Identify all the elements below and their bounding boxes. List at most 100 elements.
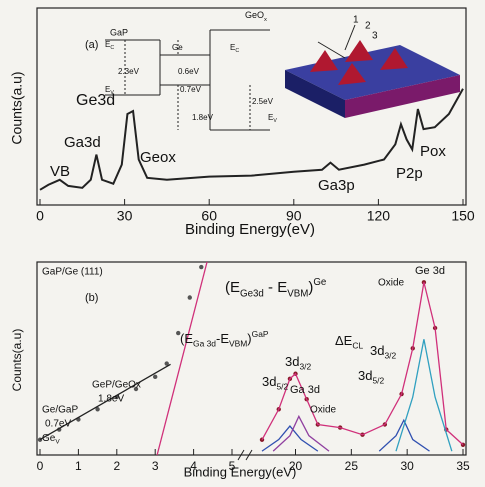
annotation-part: 5/2 — [372, 376, 384, 386]
data-point — [95, 407, 100, 412]
data-point — [133, 386, 139, 392]
annotation-part: -E — [216, 331, 229, 346]
annotation-part: C — [235, 48, 239, 54]
annotation-part: Ge — [313, 277, 326, 288]
x-tick-label: 0 — [36, 208, 44, 224]
line-series — [39, 88, 464, 191]
annotation-part: 3d — [358, 368, 372, 383]
annotation: Ge — [172, 43, 183, 52]
annotation: 1 — [353, 15, 359, 26]
annotation: GeV — [42, 433, 60, 446]
annotation: Ge/GaP — [42, 405, 78, 416]
x-tick-label: 0 — [37, 459, 44, 473]
annotation: Ga 3d — [290, 384, 320, 396]
x-tick-label: 20 — [289, 459, 303, 473]
annotation-part: - E — [264, 279, 287, 296]
y-axis-label: Counts(a.u) — [10, 329, 24, 392]
data-point — [153, 374, 158, 380]
annotation: 0.7eV — [45, 419, 71, 430]
data-point — [199, 264, 204, 270]
annotation: 3 — [372, 31, 378, 42]
annotation-part: E — [105, 85, 110, 94]
annotation-part: V — [110, 90, 114, 96]
annotation-part: V — [273, 118, 277, 124]
annotation: 0.6eV — [178, 67, 200, 76]
x-tick-label: 35 — [456, 459, 470, 473]
annotation: Ga3p — [318, 177, 355, 194]
annotation: (EGa 3d-EVBM)GaP — [180, 329, 269, 349]
x-tick-label: 2 — [113, 459, 120, 473]
line-series — [39, 363, 171, 441]
annotation-part: GeO — [245, 10, 264, 20]
annotation: 1.8eV — [98, 394, 124, 405]
x-tick-label: 90 — [286, 208, 302, 224]
x-tick-label: 120 — [367, 208, 391, 224]
line-series — [261, 282, 464, 446]
x-tick-label: 3 — [152, 459, 159, 473]
annotation-part: E — [268, 113, 273, 122]
band-diagram — [105, 29, 270, 131]
annotation: Pox — [420, 143, 446, 160]
x-axis-label: Binding Energy(eV) — [184, 464, 297, 479]
annotation: EV — [268, 113, 277, 124]
annotation: 0.7eV — [180, 85, 202, 94]
annotation-part: V — [55, 438, 60, 445]
annotation: GaP — [110, 27, 128, 37]
x-tick-label: 5 — [229, 459, 236, 473]
x-tick-label: 25 — [345, 459, 359, 473]
x-tick-label: 30 — [117, 208, 133, 224]
annotation: 3d5/2 — [262, 374, 289, 391]
annotation-part: E — [230, 43, 235, 52]
annotation: EC — [230, 43, 239, 54]
annotation-part: ) — [308, 279, 313, 296]
annotation-part: (E — [225, 279, 240, 296]
annotation-part: VBM — [229, 339, 247, 349]
annotation-part: CL — [352, 341, 363, 351]
annotation: (a) — [85, 39, 98, 51]
data-point — [176, 330, 181, 336]
plot-frame — [36, 261, 467, 456]
annotation-part: Ge3d — [240, 288, 264, 299]
annotation-part: 3/2 — [299, 362, 311, 372]
annotation: EV — [105, 85, 114, 96]
annotation-part: x — [264, 17, 267, 23]
annotation: 3d5/2 — [358, 368, 385, 385]
annotation-part: 3d — [262, 374, 276, 389]
annotation: 2.3eV — [118, 67, 140, 76]
annotation: Oxide — [378, 278, 405, 289]
x-axis-label: Binding Energy(eV) — [185, 221, 315, 238]
annotation-part: ΔE — [335, 333, 353, 348]
line-series — [156, 261, 208, 456]
annotation: 2 — [365, 21, 371, 32]
annotation: 2.5eV — [252, 97, 274, 106]
annotation-part: Ge — [42, 433, 56, 444]
annotation: Ga3d — [64, 134, 101, 151]
line-series — [395, 339, 453, 452]
annotation-part: (E — [180, 331, 193, 346]
annotation: GaP/Ge (111) — [42, 267, 103, 278]
annotation: Ge3d — [76, 92, 115, 109]
line-series — [378, 418, 430, 452]
data-point — [164, 361, 169, 366]
annotation: GeOx — [245, 10, 267, 22]
annotation-part: 3d — [370, 343, 384, 358]
x-tick-label: 1 — [75, 459, 82, 473]
annotation: ΔECL — [335, 333, 363, 350]
axis-break — [237, 449, 253, 461]
annotation: 3d3/2 — [370, 343, 397, 360]
annotation: VB — [50, 163, 70, 180]
annotation: (b) — [85, 292, 98, 304]
line-series — [272, 414, 330, 452]
annotation-part: 3d — [285, 354, 299, 369]
annotation: EC — [105, 40, 114, 51]
annotation: 1.8eV — [192, 113, 214, 122]
x-tick-label: 150 — [451, 208, 475, 224]
plot-frame — [36, 7, 467, 206]
annotation: (EGe3d - EVBM)Ge — [225, 277, 326, 299]
y-axis-label: Counts(a.u) — [9, 71, 25, 144]
x-tick-label: 30 — [400, 459, 414, 473]
annotation-part: Ga 3d — [193, 339, 216, 349]
annotation-part: C — [110, 45, 114, 51]
sample-inset — [285, 24, 460, 118]
annotation-part: GaP — [252, 329, 269, 339]
